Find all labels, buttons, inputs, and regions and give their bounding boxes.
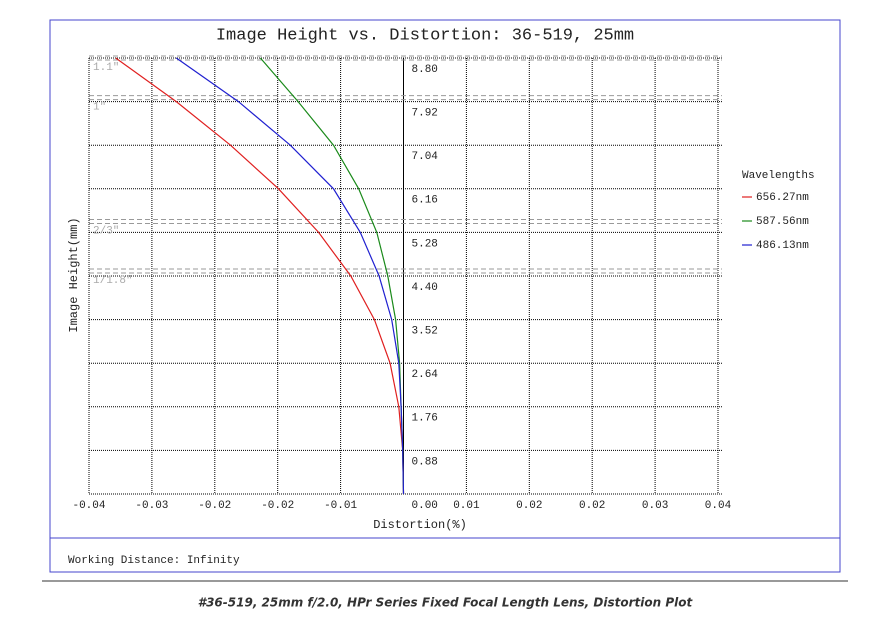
y-tick-label: 3.52 — [412, 326, 438, 338]
x-axis-title: Distortion(%) — [373, 518, 467, 532]
x-tick-label: -0.03 — [135, 500, 168, 512]
sensor-label: 1/1.8" — [93, 275, 133, 287]
x-tick-label: -0.04 — [72, 500, 105, 512]
footer-text: Working Distance: Infinity — [68, 555, 240, 567]
y-tick-label: 7.92 — [412, 108, 438, 120]
legend-label: 587.56nm — [756, 216, 809, 228]
x-tick-label: -0.02 — [198, 500, 231, 512]
y-tick-label: 5.28 — [412, 238, 438, 250]
y-tick-label: 7.04 — [412, 151, 439, 163]
x-tick-label: -0.01 — [324, 500, 357, 512]
x-tick-label: 0.01 — [453, 500, 480, 512]
y-tick-label: 0.88 — [412, 456, 438, 468]
curve — [115, 57, 405, 495]
legend-label: 656.27nm — [756, 192, 809, 204]
sensor-label: 1.1" — [93, 62, 119, 74]
y-tick-label: 0.00 — [412, 500, 438, 512]
y-tick-label: 1.76 — [412, 413, 438, 425]
legend-label: 486.13nm — [756, 240, 809, 252]
x-tick-label: 0.02 — [579, 500, 605, 512]
y-tick-label: 8.80 — [412, 64, 438, 76]
x-tick-label: 0.04 — [705, 500, 732, 512]
y-tick-label: 6.16 — [412, 195, 438, 207]
frame — [49, 19, 841, 573]
y-axis-title: Image Height(mm) — [67, 217, 81, 332]
x-tick-label: 0.03 — [642, 500, 668, 512]
y-tick-label: 2.64 — [412, 369, 439, 381]
legend-title: Wavelengths — [742, 170, 815, 182]
sensor-label: 2/3" — [93, 225, 119, 237]
y-tick-label: 4.40 — [412, 282, 438, 294]
x-tick-label: -0.02 — [261, 500, 294, 512]
sensor-label: 1" — [93, 102, 106, 114]
x-tick-label: 0.02 — [516, 500, 542, 512]
caption: #36-519, 25mm f/2.0, HPr Series Fixed Fo… — [198, 596, 694, 610]
chart-title: Image Height vs. Distortion: 36-519, 25m… — [216, 26, 634, 45]
curve — [175, 57, 405, 495]
